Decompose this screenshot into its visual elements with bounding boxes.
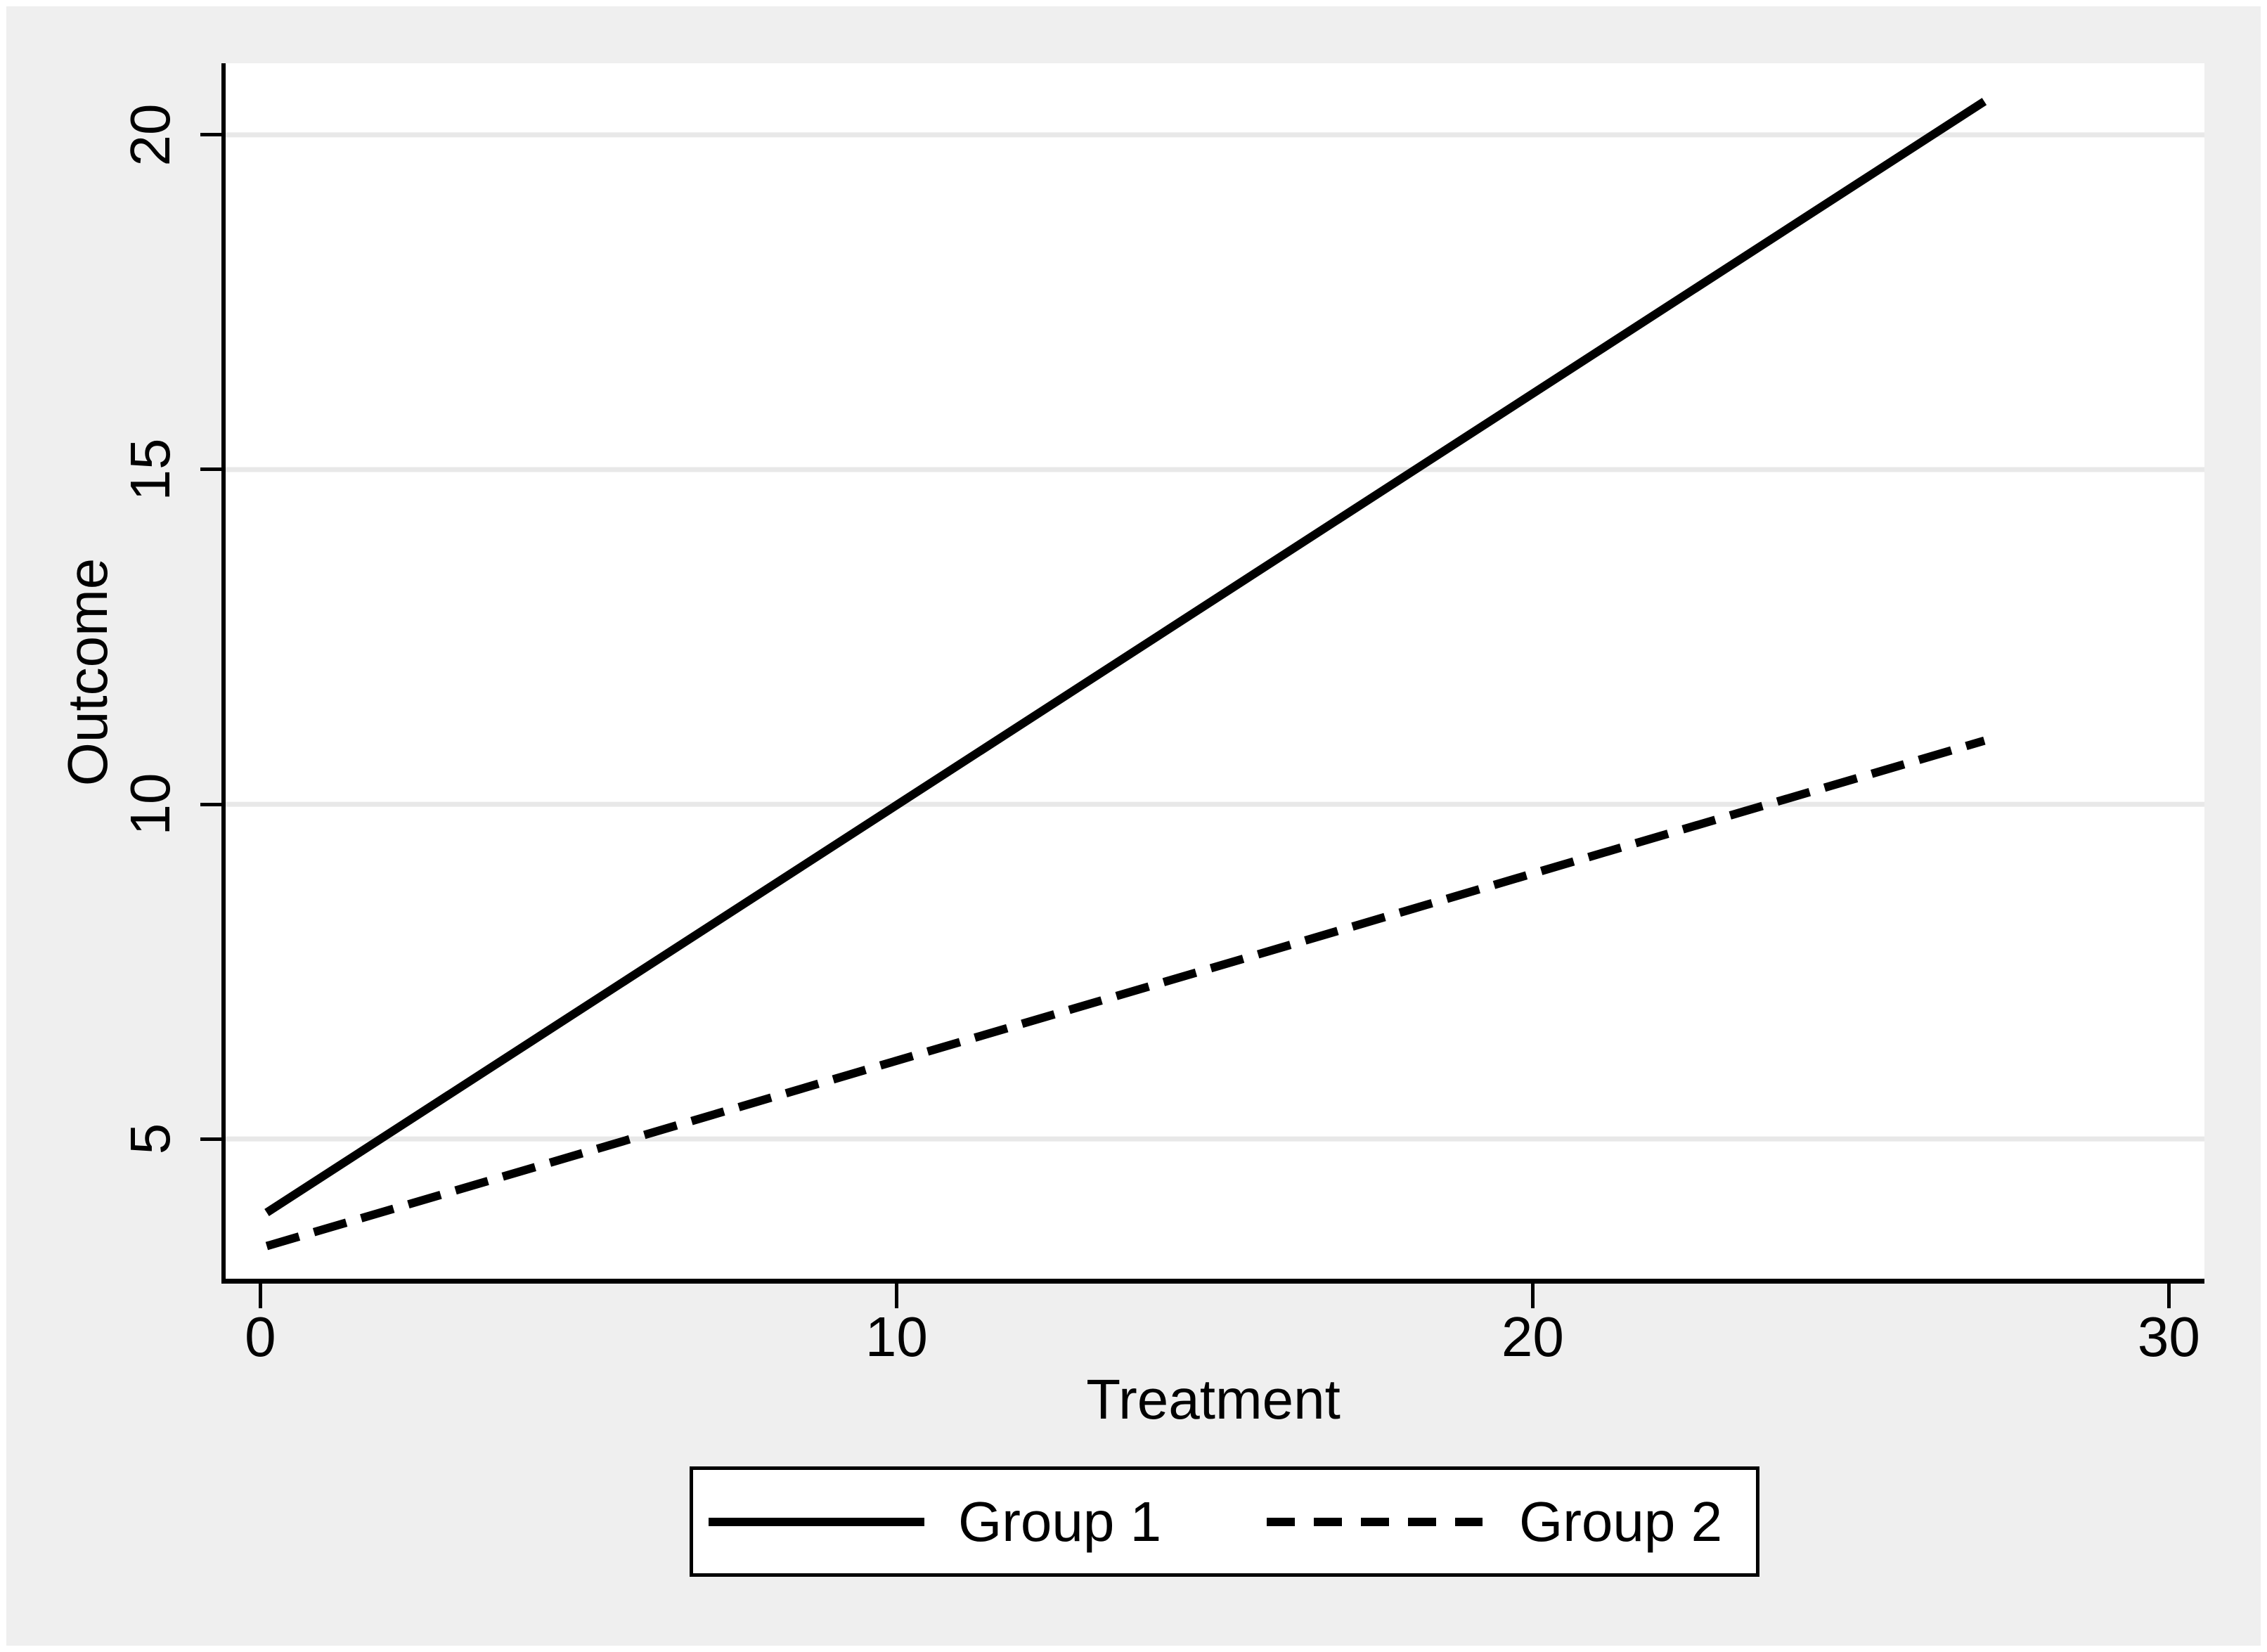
legend-label-group-2: Group 2 xyxy=(1519,1490,1723,1553)
legend: Group 1 Group 2 xyxy=(690,1466,1759,1577)
x-tick-10 xyxy=(894,1284,898,1308)
y-tick-15 xyxy=(200,467,223,472)
y-tick-label-15: 15 xyxy=(119,438,181,501)
x-tick-30 xyxy=(2166,1284,2171,1308)
y-tick-label-5: 5 xyxy=(119,1123,181,1155)
x-axis-line xyxy=(221,1279,2204,1284)
series-line-1 xyxy=(264,98,1987,1216)
y-tick-label-10: 10 xyxy=(119,773,181,836)
y-tick-label-20: 20 xyxy=(119,103,181,167)
x-tick-label-0: 0 xyxy=(245,1305,276,1368)
x-tick-label-10: 10 xyxy=(865,1305,928,1368)
x-tick-label-30: 30 xyxy=(2137,1305,2200,1368)
plot-area xyxy=(223,63,2204,1282)
x-axis-title: Treatment xyxy=(1086,1368,1341,1431)
y-tick-10 xyxy=(200,802,223,806)
legend-sample-group-2 xyxy=(1267,1517,1483,1526)
x-tick-0 xyxy=(258,1284,262,1308)
x-tick-label-20: 20 xyxy=(1501,1305,1564,1368)
x-tick-20 xyxy=(1530,1284,1535,1308)
y-axis-title: Outcome xyxy=(56,557,119,787)
y-axis-line xyxy=(221,63,226,1284)
legend-sample-group-1 xyxy=(709,1517,924,1526)
series-line-2 xyxy=(265,736,1986,1251)
y-tick-20 xyxy=(200,133,223,137)
y-tick-5 xyxy=(200,1137,223,1141)
legend-label-group-1: Group 1 xyxy=(958,1490,1162,1553)
plot-region-svg xyxy=(223,98,2204,1251)
